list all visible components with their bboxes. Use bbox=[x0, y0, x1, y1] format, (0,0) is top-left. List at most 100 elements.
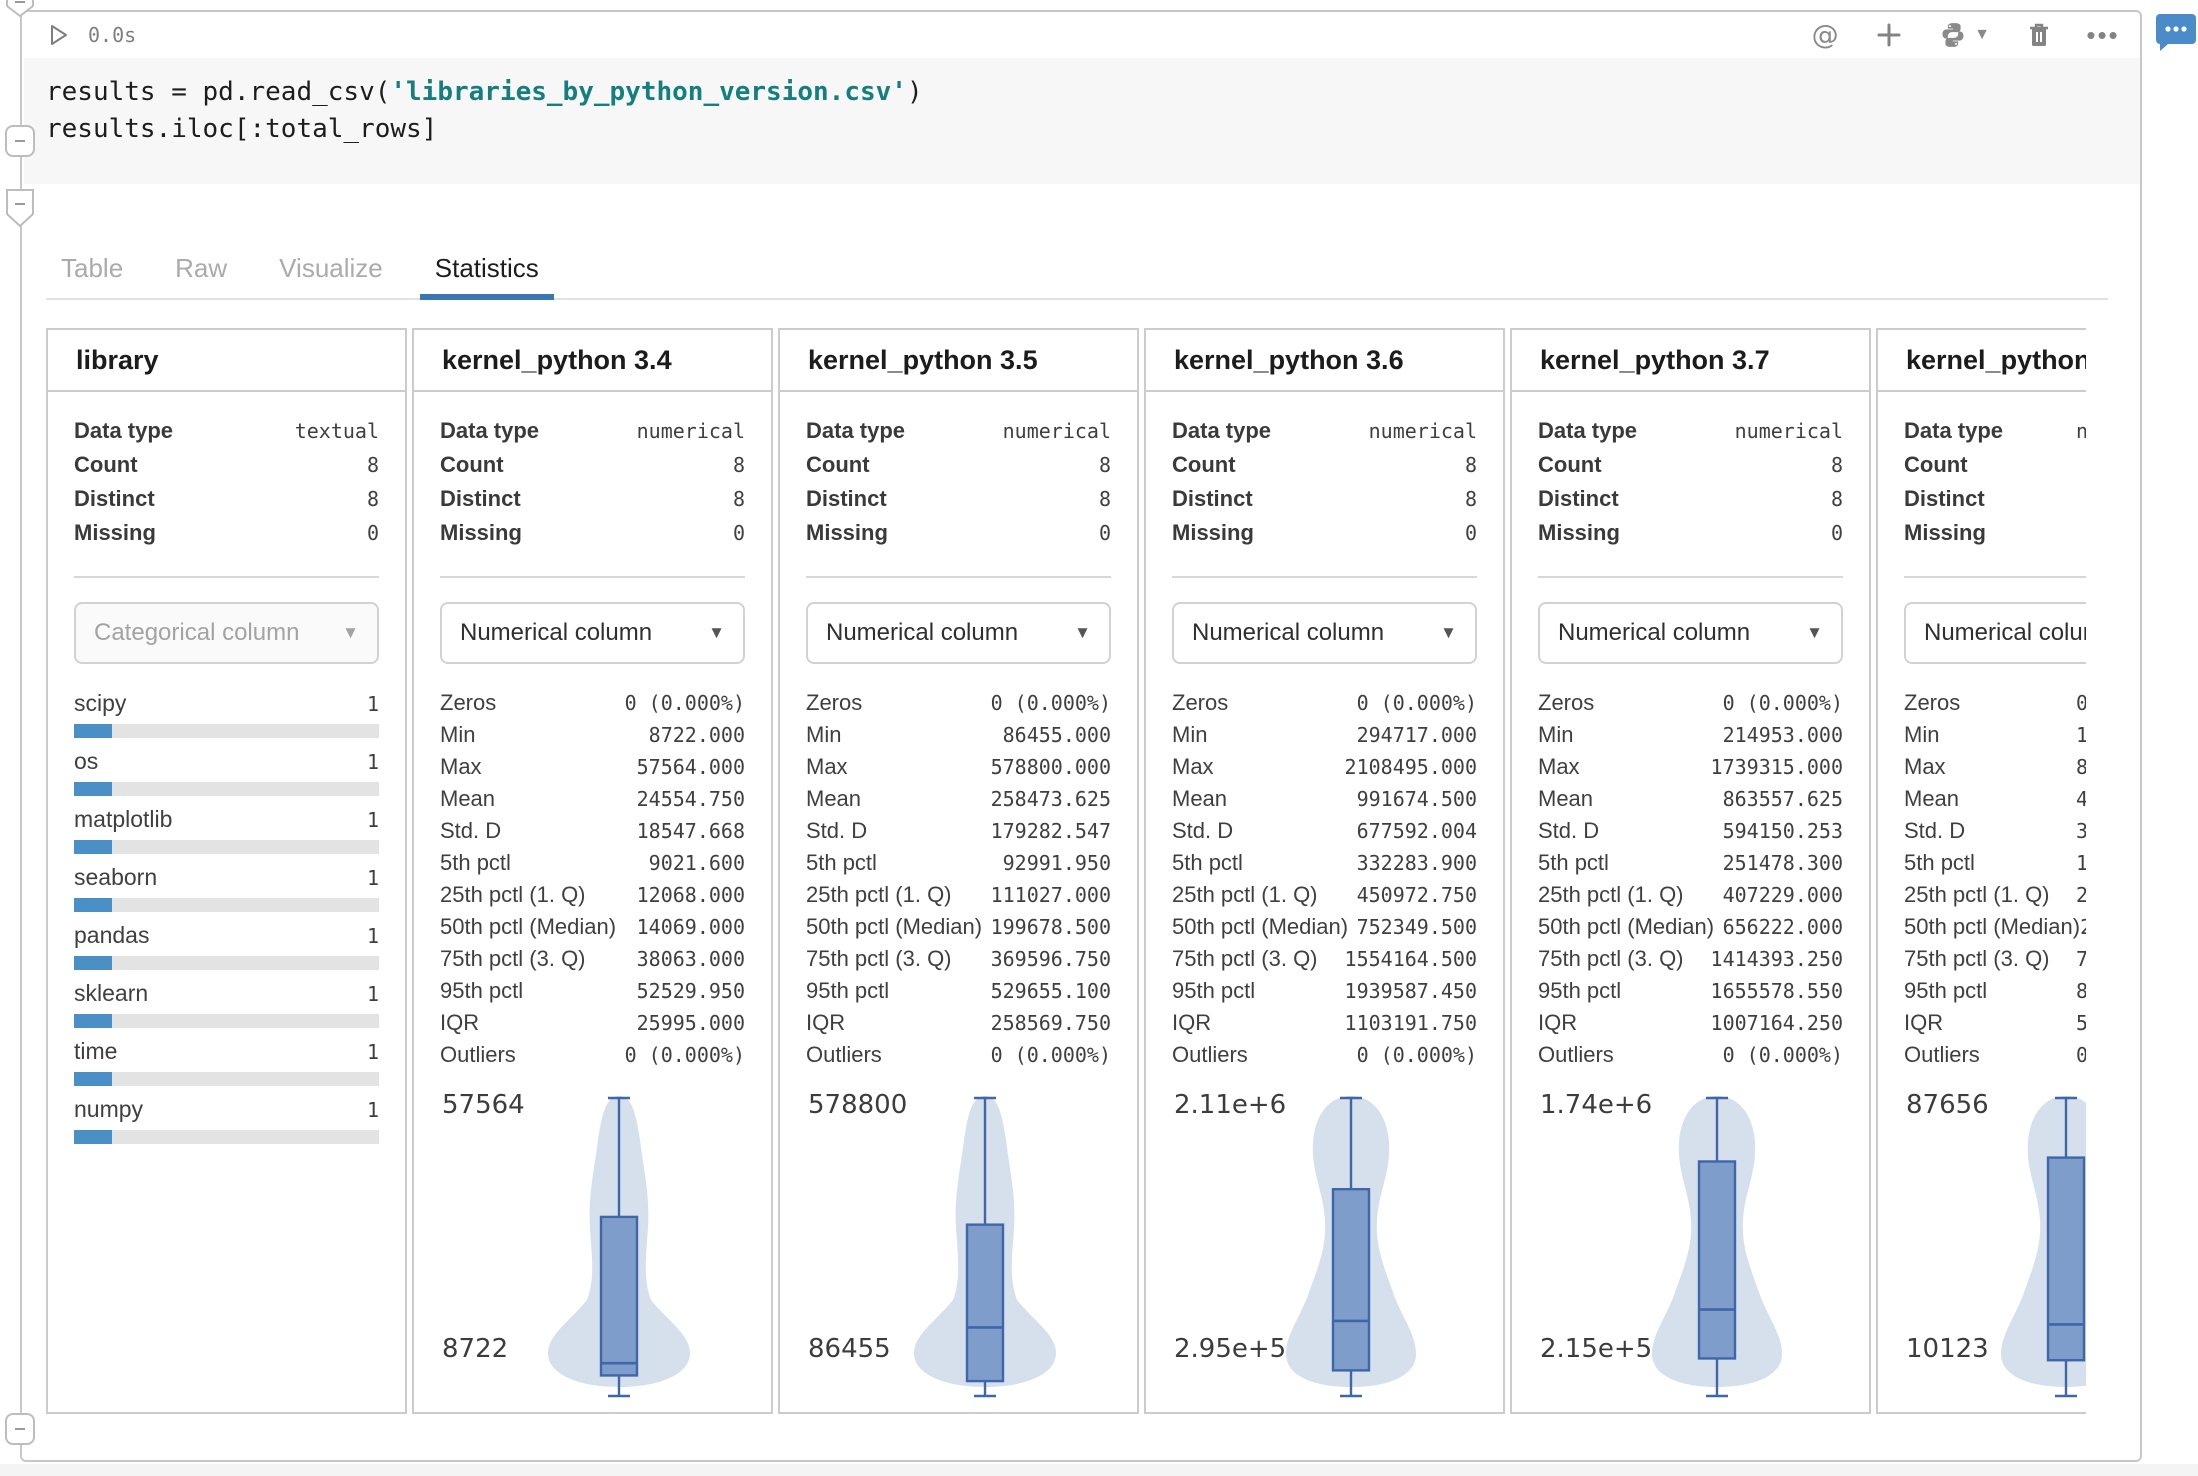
column-type-selector[interactable]: Numerical column▼ bbox=[806, 602, 1111, 664]
stat-value: 2108495.000 bbox=[1344, 755, 1477, 779]
stat-label: Min bbox=[806, 722, 842, 747]
delete-cell-icon[interactable] bbox=[2024, 20, 2054, 50]
stat-row: 25th pctl (1. Q) 2 bbox=[1904, 882, 2086, 914]
summary-row: Data type textual bbox=[74, 418, 379, 452]
stat-row: 95th pctl 1655578.550 bbox=[1538, 978, 1843, 1010]
column-header: kernel_python 3.4 bbox=[414, 330, 771, 392]
stat-value: 594150.253 bbox=[1722, 819, 1843, 843]
stat-value: 86455.000 bbox=[1002, 723, 1111, 747]
summary-row: Missing 0 bbox=[440, 520, 745, 554]
stat-label: Zeros bbox=[1904, 690, 1961, 715]
column-header-label: kernel_python 3.6 bbox=[1174, 344, 1404, 375]
selector-label: Numerical column bbox=[1192, 619, 1385, 646]
category-name: seaborn bbox=[74, 864, 158, 890]
summary-label: Missing bbox=[440, 520, 522, 545]
stat-row: Mean 4 bbox=[1904, 786, 2086, 818]
stat-row: IQR 258569.750 bbox=[806, 1010, 1111, 1042]
category-item-top: numpy 1 bbox=[74, 1096, 379, 1124]
stat-value: 752349.500 bbox=[1356, 915, 1477, 939]
stat-value: 57564.000 bbox=[636, 755, 745, 779]
more-actions-icon[interactable]: ••• bbox=[2086, 20, 2120, 50]
cell-fold-handle-top[interactable] bbox=[4, 0, 36, 18]
column-type-selector[interactable]: Numerical column▼ bbox=[440, 602, 745, 664]
stat-row: IQR 5 bbox=[1904, 1010, 2086, 1042]
run-cell-icon[interactable] bbox=[44, 20, 74, 50]
stat-value: 0 (0.000%) bbox=[1356, 1043, 1477, 1067]
stat-label: Min bbox=[1172, 722, 1208, 747]
summary-value: 0 bbox=[1830, 521, 1843, 545]
category-item: numpy 1 bbox=[74, 1096, 379, 1144]
category-item-top: time 1 bbox=[74, 1038, 379, 1066]
stat-value: 258473.625 bbox=[990, 787, 1111, 811]
summary-value: 0 bbox=[366, 521, 379, 545]
stat-label: IQR bbox=[1904, 1010, 1944, 1035]
code-editor[interactable]: results = pd.read_csv('libraries_by_pyth… bbox=[24, 58, 2140, 184]
stat-value: 0 (0.000%) bbox=[990, 691, 1111, 715]
stat-value: 332283.900 bbox=[1356, 851, 1477, 875]
summary-value: 8 bbox=[1464, 453, 1477, 477]
tab-raw[interactable]: Raw bbox=[175, 252, 228, 283]
stat-label: Std. D bbox=[1172, 818, 1234, 843]
column-type-selector[interactable]: Numerical column▼ bbox=[1538, 602, 1843, 664]
stat-row: 95th pctl 1939587.450 bbox=[1172, 978, 1477, 1010]
chevron-down-icon: ▼ bbox=[1440, 623, 1457, 642]
stat-label: 50th pctl (Median) bbox=[440, 914, 617, 939]
stat-label: Outliers bbox=[440, 1042, 516, 1067]
stat-label: 75th pctl (3. Q) bbox=[1172, 946, 1318, 971]
category-bar-fill bbox=[74, 782, 113, 796]
column-type-selector[interactable]: Numerical column ▼ bbox=[1172, 602, 1477, 664]
cell-fold-handle-bottom[interactable] bbox=[4, 1412, 36, 1446]
python-interpreter-selector[interactable]: ▼ bbox=[1938, 20, 1990, 50]
violin-min-label: 10123 bbox=[1906, 1334, 1989, 1364]
column-type-selector[interactable]: Categorical column ▼ bbox=[74, 602, 379, 664]
stat-value: 0 (0.000%) bbox=[624, 1043, 745, 1067]
stat-label: 50th pctl (Median) bbox=[1172, 914, 1349, 939]
comment-bubble-button[interactable] bbox=[2154, 12, 2198, 51]
summary-row: Data type numerical bbox=[1538, 418, 1843, 452]
category-bar-fill bbox=[74, 724, 113, 738]
column-header-label: kernel_python 3.7 bbox=[1540, 344, 1770, 375]
stat-row: 25th pctl (1. Q) 111027.000 bbox=[806, 882, 1111, 914]
summary-row: Count 8 bbox=[806, 452, 1111, 486]
summary-value: 8 bbox=[366, 453, 379, 477]
code-fold-handle[interactable] bbox=[4, 124, 36, 158]
category-count: 1 bbox=[366, 982, 379, 1006]
stat-value: 656222.000 bbox=[1722, 915, 1843, 939]
output-tab-bar: Table Raw Visualize Statistics bbox=[46, 238, 2108, 300]
output-fold-handle[interactable] bbox=[4, 188, 36, 228]
category-item-top: seaborn 1 bbox=[74, 864, 379, 892]
tab-visualize[interactable]: Visualize bbox=[279, 252, 383, 283]
stat-label: 5th pctl bbox=[1904, 850, 1975, 875]
violin-plot bbox=[913, 1096, 1057, 1398]
category-name: sklearn bbox=[74, 980, 149, 1006]
tab-table[interactable]: Table bbox=[61, 252, 124, 283]
stat-label: 25th pctl (1. Q) bbox=[1538, 882, 1684, 907]
summary-row: Distinct 8 bbox=[440, 486, 745, 520]
spiral-icon[interactable]: @ bbox=[1811, 19, 1839, 51]
stats-column-0: library Data type textual Count 8 Distinct 8 Mi… bbox=[46, 328, 407, 1414]
summary-label: Count bbox=[74, 452, 138, 477]
stat-row: Outliers 0 bbox=[1904, 1042, 2086, 1074]
add-cell-icon[interactable] bbox=[1874, 20, 1904, 50]
selector-label: Numerical column bbox=[1558, 619, 1751, 646]
stat-label: 95th pctl bbox=[1904, 978, 1988, 1003]
column-body: Data type numerical Count 8 Distinct 8 Missing… bbox=[1146, 392, 1503, 1074]
summary-label: Distinct bbox=[1538, 486, 1619, 511]
stat-row: Zeros 0 (0.000%) bbox=[1538, 690, 1843, 722]
stat-label: Outliers bbox=[1904, 1042, 1980, 1067]
category-bar-track bbox=[74, 956, 379, 970]
summary-row: Distinct 8 bbox=[74, 486, 379, 520]
summary-value: numerical bbox=[636, 419, 745, 443]
stat-value: 1 bbox=[2075, 723, 2086, 747]
stat-label: Std. D bbox=[1538, 818, 1600, 843]
summary-row: Missing 0 bbox=[806, 520, 1111, 554]
column-header: kernel_python 3.7 bbox=[1512, 330, 1869, 392]
column-body: Data type textual Count 8 Distinct 8 Missing 0 C… bbox=[48, 392, 405, 1144]
stat-label: Mean bbox=[440, 786, 496, 811]
column-type-selector[interactable]: Numerical column▼ bbox=[1904, 602, 2086, 664]
stat-label: Max bbox=[440, 754, 482, 779]
stat-label: 75th pctl (3. Q) bbox=[806, 946, 952, 971]
summary-value: numerical bbox=[1368, 419, 1477, 443]
tab-statistics[interactable]: Statistics bbox=[419, 238, 554, 300]
stat-row: Zeros 0 (0.000%) bbox=[440, 690, 745, 722]
